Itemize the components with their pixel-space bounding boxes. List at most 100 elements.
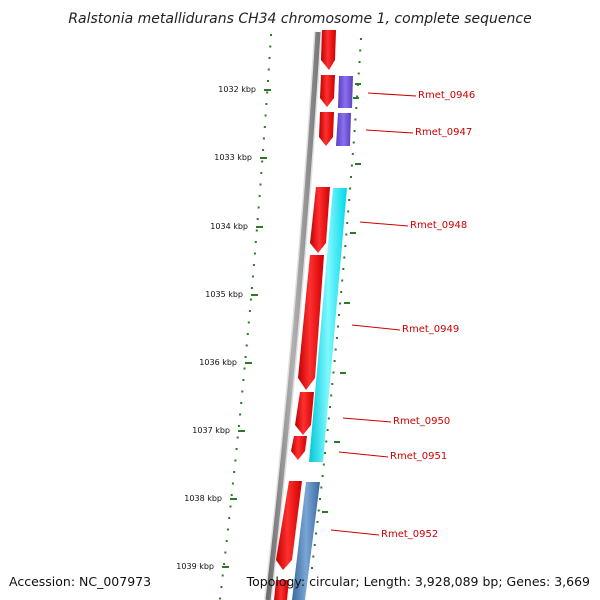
cds-feature[interactable] <box>298 255 324 390</box>
tick-track-left <box>219 34 272 600</box>
gene-labels: Rmet_0946 Rmet_0947 Rmet_0948 Rmet_0949 … <box>381 90 475 540</box>
tick-dot <box>240 402 243 404</box>
tick-dot <box>349 187 352 190</box>
tick-dot <box>320 486 323 489</box>
gene-label[interactable]: Rmet_0951 <box>390 451 447 462</box>
tick-dot <box>317 509 320 512</box>
tick-dot <box>311 567 313 569</box>
tick-dot <box>343 256 346 259</box>
tick-dot <box>248 310 251 312</box>
tick-dot <box>333 360 336 362</box>
tick-dot <box>340 291 343 293</box>
gene-label[interactable]: Rmet_0948 <box>410 220 467 231</box>
tick-dot <box>249 298 252 301</box>
tick-dot <box>223 563 226 565</box>
kbp-label: 1038 kbp <box>184 494 222 503</box>
tick-dot <box>331 383 334 385</box>
cds-feature[interactable] <box>276 481 302 570</box>
gene-label[interactable]: Rmet_0947 <box>415 127 472 138</box>
kbp-ticks <box>222 89 271 568</box>
tick-dot <box>258 195 261 197</box>
purple-feature[interactable] <box>338 76 353 108</box>
minor-tick <box>344 302 350 304</box>
accession-text: Accession: NC_007973 <box>9 574 151 589</box>
tick-dot <box>247 321 250 324</box>
tick-dot <box>259 183 262 186</box>
tick-dot <box>237 425 240 427</box>
tick-dot <box>329 406 331 408</box>
minor-tick <box>350 232 356 234</box>
tick-dot <box>236 436 239 439</box>
tick-dot <box>312 555 315 558</box>
tick-dot <box>266 91 269 94</box>
cds-feature[interactable] <box>321 30 336 70</box>
tick-dot <box>221 574 224 577</box>
tick-dot <box>255 229 258 232</box>
tick-dot <box>350 176 352 178</box>
tick-dot <box>256 218 259 220</box>
tick-dot <box>324 452 327 454</box>
tick-dot <box>344 245 347 247</box>
tick-dot <box>346 222 349 224</box>
tick-dot <box>230 494 233 496</box>
purple-feature[interactable] <box>336 113 351 146</box>
cyan-feature[interactable] <box>309 188 347 462</box>
tick-dot <box>354 118 357 121</box>
leader-line <box>367 92 417 97</box>
kbp-label: 1039 kbp <box>176 562 214 571</box>
tick-dot <box>359 49 362 52</box>
tick-dot <box>267 80 269 82</box>
gene-label[interactable]: Rmet_0949 <box>402 324 459 335</box>
tick-dot <box>330 394 333 397</box>
genome-backbone-core <box>265 31 321 600</box>
tick-dot <box>350 164 353 167</box>
tick-dot <box>355 107 358 109</box>
gene-label[interactable]: Rmet_0946 <box>418 90 475 101</box>
cds-feature[interactable] <box>310 187 330 253</box>
tick-dot <box>315 532 318 535</box>
tick-dot <box>224 551 227 554</box>
kbp-label: 1034 kbp <box>210 222 248 231</box>
tick-dot <box>219 597 222 600</box>
tick-dot <box>321 475 324 477</box>
kbp-label: 1035 kbp <box>205 290 243 299</box>
minor-tick <box>322 511 328 513</box>
tick-dot <box>319 498 321 500</box>
tick-dot <box>239 413 242 416</box>
tick-dot <box>269 45 272 48</box>
tick-dot <box>313 544 316 546</box>
kbp-label: 1036 kbp <box>199 358 237 367</box>
minor-tick <box>353 97 359 99</box>
tick-dot <box>262 137 265 140</box>
leader-line <box>365 129 414 134</box>
cds-feature[interactable] <box>319 112 334 146</box>
leader-line <box>359 221 409 227</box>
cds-feature[interactable] <box>291 436 307 460</box>
tick-dot <box>345 233 348 236</box>
tick-dot <box>234 459 237 462</box>
tick-dot <box>228 517 231 519</box>
gene-label[interactable]: Rmet_0950 <box>393 416 450 427</box>
leader-line <box>330 529 380 536</box>
tick-dot <box>265 103 268 105</box>
tick-dot <box>326 429 329 431</box>
tick-track-right <box>311 38 362 569</box>
feature-track-purple <box>336 76 353 146</box>
cds-feature[interactable] <box>274 580 289 600</box>
tick-dot <box>261 160 264 163</box>
tick-dot <box>360 38 362 40</box>
steelblue-feature[interactable] <box>292 482 320 600</box>
gene-label[interactable]: Rmet_0952 <box>381 529 438 540</box>
minor-tick <box>355 83 361 85</box>
tick-dot <box>242 379 245 381</box>
tick-dot <box>322 463 325 466</box>
tick-dot <box>243 367 246 370</box>
tick-dot <box>357 72 360 75</box>
tick-dot <box>358 61 361 63</box>
cds-feature[interactable] <box>320 75 335 107</box>
leader-line <box>351 324 401 331</box>
tick-dot <box>353 130 356 132</box>
cds-feature[interactable] <box>295 392 314 435</box>
kbp-label: 1037 kbp <box>192 426 230 435</box>
tick-dot <box>245 344 248 347</box>
